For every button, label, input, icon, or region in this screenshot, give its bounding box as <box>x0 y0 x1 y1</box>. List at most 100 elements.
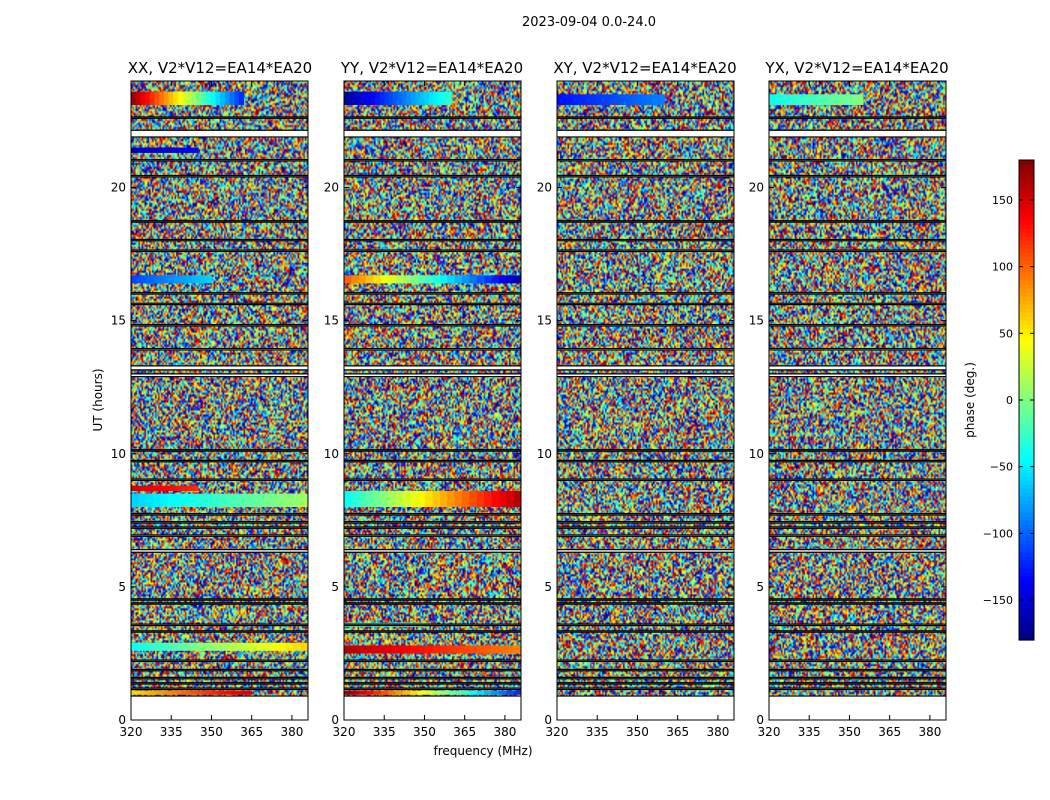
colorbar-swatch <box>1019 348 1034 353</box>
coherent-band-segment <box>215 91 221 105</box>
colorbar-swatch <box>1019 456 1034 461</box>
coherent-band-segment <box>234 91 240 105</box>
flagged-band <box>344 365 521 370</box>
colorbar-tick-label: −100 <box>983 527 1013 540</box>
coherent-band-segment <box>234 493 243 507</box>
coherent-band-segment <box>249 493 257 507</box>
flagged-band <box>131 159 308 161</box>
coherent-band-segment <box>351 690 360 695</box>
colorbar-swatch <box>1019 540 1034 545</box>
colorbar-swatch <box>1019 256 1034 261</box>
colorbar-swatch <box>1019 400 1034 405</box>
coherent-band-segment <box>397 91 403 105</box>
flagged-band <box>344 175 521 177</box>
coherent-band-segment <box>192 91 198 105</box>
colorbar-swatch <box>1019 428 1034 433</box>
phase-noise-image <box>557 81 734 720</box>
coherent-band-segment <box>157 275 162 284</box>
x-tick-label: 335 <box>373 725 396 739</box>
colorbar-swatch <box>1019 244 1034 249</box>
colorbar-swatch <box>1019 444 1034 449</box>
flagged-band <box>557 460 734 462</box>
colorbar-swatch <box>1019 636 1034 641</box>
panel-yy-plot-area: 320 335 350 365 380 0 5 10 15 20 <box>324 80 522 739</box>
coherent-band-segment <box>476 491 485 507</box>
coherent-band-segment <box>513 690 522 695</box>
flagged-band <box>769 365 946 370</box>
panel-yy-xlabel: frequency (MHz) <box>433 744 532 758</box>
coherent-band-segment <box>506 491 515 507</box>
coherent-band-segment <box>166 690 172 695</box>
axes-frame <box>556 80 735 721</box>
coherent-band-segment <box>131 91 137 105</box>
flagged-band <box>557 521 734 523</box>
coherent-band-segment <box>447 690 456 695</box>
colorbar-swatch <box>1019 212 1034 217</box>
coherent-band-segment <box>462 645 470 654</box>
colorbar-swatch <box>1019 268 1034 273</box>
coherent-band-segment <box>344 491 352 507</box>
colorbar-swatch <box>1019 404 1034 409</box>
colorbar-tick-label: 100 <box>992 261 1013 274</box>
flagged-band <box>344 479 521 481</box>
coherent-band-segment <box>646 94 652 105</box>
coherent-band-segment <box>462 491 470 507</box>
coherent-band-segment <box>197 493 206 507</box>
coherent-band-segment <box>855 94 860 105</box>
panel-yx-title: YX, V2*V12=EA14*EA20 <box>764 59 948 77</box>
coherent-band-segment <box>187 91 193 105</box>
y-tick-label: 10 <box>111 447 126 461</box>
coherent-band-segment <box>186 147 191 153</box>
coherent-band-segment <box>147 275 152 284</box>
coherent-band-segment <box>278 642 287 651</box>
coherent-band-segment <box>379 91 385 105</box>
coherent-band-segment <box>181 275 186 284</box>
panel-yx: YX, V2*V12=EA14*EA20 320 335 350 365 380 0 5 10… <box>749 59 949 739</box>
coherent-band-segment <box>142 147 146 153</box>
colorbar-swatch <box>1019 496 1034 501</box>
x-tick-label: 350 <box>626 725 649 739</box>
flagged-band <box>131 292 308 294</box>
coherent-band-segment <box>142 485 146 492</box>
coherent-band-segment <box>167 485 171 492</box>
coherent-band-segment <box>344 91 349 105</box>
coherent-band-segment <box>156 485 160 492</box>
flagged-band <box>344 324 521 326</box>
colorbar-tick-label: 150 <box>992 194 1013 207</box>
coherent-band-segment <box>153 642 161 651</box>
coherent-band-segment <box>168 91 174 105</box>
coherent-band-segment <box>144 485 149 492</box>
coherent-band-segment <box>447 645 456 654</box>
flagged-band <box>344 669 521 671</box>
panel-xx-ylabel: UT (hours) <box>91 368 105 431</box>
coherent-band-segment <box>171 690 177 695</box>
colorbar-swatch <box>1019 328 1034 333</box>
colorbar-gradient <box>1019 160 1034 641</box>
colorbar-swatch <box>1019 232 1034 237</box>
coherent-band-segment <box>184 485 188 492</box>
coherent-band-segment <box>439 645 448 654</box>
coherent-band-segment <box>221 690 228 695</box>
coherent-band-segment <box>579 94 585 105</box>
flagged-band <box>131 513 308 515</box>
coherent-band-segment <box>182 91 188 105</box>
colorbar-swatch <box>1019 280 1034 285</box>
coherent-band-segment <box>177 275 182 284</box>
flagged-band <box>557 373 734 377</box>
coherent-band-segment <box>133 147 138 153</box>
coherent-band-segment <box>484 645 492 654</box>
colorbar-swatch <box>1019 344 1034 349</box>
colorbar-swatch <box>1019 168 1034 173</box>
flagged-band <box>131 365 308 370</box>
colorbar-swatch <box>1019 504 1034 509</box>
coherent-band-segment <box>835 94 840 105</box>
coherent-band-segment <box>184 147 188 153</box>
coherent-band-segment <box>395 275 404 284</box>
coherent-band-segment <box>212 642 220 651</box>
coherent-band-segment <box>351 491 360 507</box>
coherent-band-segment <box>506 690 515 695</box>
coherent-band-segment <box>206 690 212 695</box>
coherent-band-segment <box>823 94 829 105</box>
coherent-band-segment <box>137 275 142 284</box>
